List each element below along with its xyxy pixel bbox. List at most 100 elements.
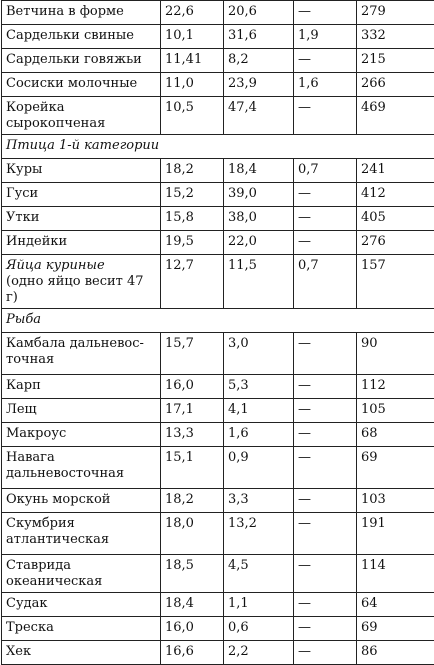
kcal-cell: 241 bbox=[357, 159, 434, 183]
protein-cell: 18,2 bbox=[161, 159, 224, 183]
fat-cell: 0,9 bbox=[224, 447, 294, 489]
product-name-cell: Яйца куриные(одно яйцо весит 47 г) bbox=[2, 255, 161, 309]
fat-cell: 5,3 bbox=[224, 375, 294, 399]
fat-cell: 2,2 bbox=[224, 641, 294, 665]
protein-cell: 10,1 bbox=[161, 25, 224, 49]
protein-cell: 16,6 bbox=[161, 641, 224, 665]
product-name-cell: Судак bbox=[2, 593, 161, 617]
protein-cell: 22,6 bbox=[161, 1, 224, 25]
product-name-cell: Окунь морской bbox=[2, 489, 161, 513]
kcal-cell: 69 bbox=[357, 617, 434, 641]
fat-cell: 13,2 bbox=[224, 513, 294, 555]
carbs-cell: 1,9 bbox=[294, 25, 357, 49]
category-label: Рыба bbox=[2, 309, 434, 333]
carbs-cell: — bbox=[294, 231, 357, 255]
protein-cell: 18,2 bbox=[161, 489, 224, 513]
protein-cell: 12,7 bbox=[161, 255, 224, 309]
protein-cell: 19,5 bbox=[161, 231, 224, 255]
carbs-cell: — bbox=[294, 375, 357, 399]
product-name-cell: Куры bbox=[2, 159, 161, 183]
protein-cell: 15,2 bbox=[161, 183, 224, 207]
kcal-cell: 469 bbox=[357, 97, 434, 135]
product-name-cell: Хек bbox=[2, 641, 161, 665]
product-name-cell: Утки bbox=[2, 207, 161, 231]
product-name-cell: Сардельки говяжьи bbox=[2, 49, 161, 73]
product-name-cell: Сосиски молочные bbox=[2, 73, 161, 97]
carbs-cell: 0,7 bbox=[294, 159, 357, 183]
carbs-cell: — bbox=[294, 49, 357, 73]
product-name-cell: Сардельки свиные bbox=[2, 25, 161, 49]
product-name-cell: Индейки bbox=[2, 231, 161, 255]
protein-cell: 15,8 bbox=[161, 207, 224, 231]
kcal-cell: 64 bbox=[357, 593, 434, 617]
carbs-cell: — bbox=[294, 333, 357, 375]
carbs-cell: — bbox=[294, 1, 357, 25]
carbs-cell: — bbox=[294, 183, 357, 207]
kcal-cell: 279 bbox=[357, 1, 434, 25]
category-row: Рыба bbox=[2, 309, 434, 333]
product-name-continued: дальневосточная bbox=[6, 466, 124, 481]
category-label: Птица 1-й категории bbox=[2, 135, 434, 159]
product-name: Ветчина в форме bbox=[6, 4, 124, 19]
kcal-cell: 191 bbox=[357, 513, 434, 555]
product-name-cell: Карп bbox=[2, 375, 161, 399]
kcal-cell: 266 bbox=[357, 73, 434, 97]
protein-cell: 18,0 bbox=[161, 513, 224, 555]
fat-cell: 4,1 bbox=[224, 399, 294, 423]
product-name: Сардельки свиные bbox=[6, 28, 134, 43]
product-name: Индейки bbox=[6, 234, 67, 249]
fat-cell: 3,3 bbox=[224, 489, 294, 513]
kcal-cell: 157 bbox=[357, 255, 434, 309]
fat-cell: 1,1 bbox=[224, 593, 294, 617]
category-row: Птица 1-й категории bbox=[2, 135, 434, 159]
product-name-continued: точная bbox=[6, 352, 54, 367]
carbs-cell: — bbox=[294, 617, 357, 641]
kcal-cell: 405 bbox=[357, 207, 434, 231]
kcal-cell: 103 bbox=[357, 489, 434, 513]
carbs-cell: — bbox=[294, 399, 357, 423]
product-name: Ставрида океаническая bbox=[6, 558, 102, 589]
carbs-cell: — bbox=[294, 97, 357, 135]
product-name: Куры bbox=[6, 162, 42, 177]
product-name-cell: Корейка сырокопченая bbox=[2, 97, 161, 135]
protein-cell: 10,5 bbox=[161, 97, 224, 135]
carbs-cell: — bbox=[294, 555, 357, 593]
kcal-cell: 114 bbox=[357, 555, 434, 593]
protein-cell: 18,4 bbox=[161, 593, 224, 617]
protein-cell: 13,3 bbox=[161, 423, 224, 447]
product-name-cell: Лещ bbox=[2, 399, 161, 423]
carbs-cell: 0,7 bbox=[294, 255, 357, 309]
protein-cell: 17,1 bbox=[161, 399, 224, 423]
product-name: Утки bbox=[6, 210, 39, 225]
fat-cell: 39,0 bbox=[224, 183, 294, 207]
product-name: Карп bbox=[6, 378, 41, 393]
carbs-cell: — bbox=[294, 447, 357, 489]
carbs-cell: — bbox=[294, 513, 357, 555]
product-name: Хек bbox=[6, 644, 31, 659]
product-name: Корейка сырокопченая bbox=[6, 100, 105, 131]
kcal-cell: 69 bbox=[357, 447, 434, 489]
product-name: Гуси bbox=[6, 186, 38, 201]
fat-cell: 31,6 bbox=[224, 25, 294, 49]
fat-cell: 4,5 bbox=[224, 555, 294, 593]
fat-cell: 1,6 bbox=[224, 423, 294, 447]
fat-cell: 18,4 bbox=[224, 159, 294, 183]
product-name-cell: Ветчина в форме bbox=[2, 1, 161, 25]
product-name: Яйца куриные bbox=[6, 258, 105, 273]
product-name-cell: Ставрида океаническая bbox=[2, 555, 161, 593]
